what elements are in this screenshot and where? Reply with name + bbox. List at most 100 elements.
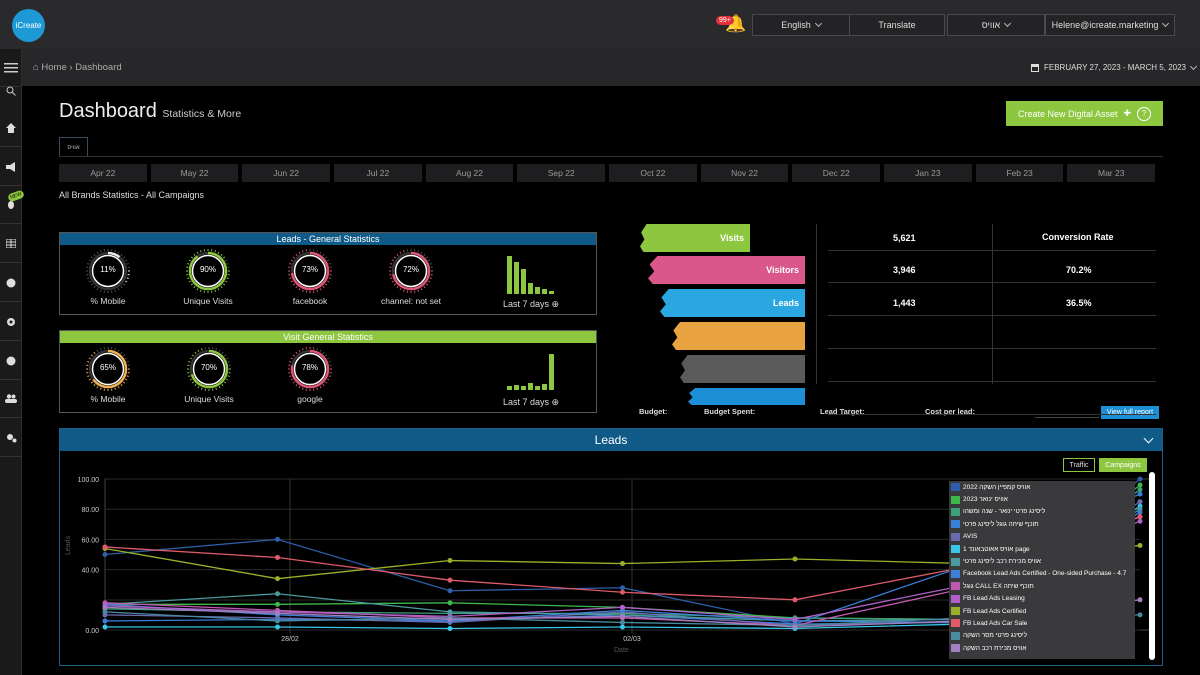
legend-swatch — [951, 569, 960, 578]
visit-last7-text: Last 7 days — [503, 397, 550, 407]
gears-icon[interactable] — [0, 419, 22, 457]
visit-last7-link[interactable]: Last 7 days ⊕ — [503, 397, 559, 408]
gauge: 78% — [288, 347, 332, 391]
gear-icon[interactable] — [0, 303, 22, 341]
budget-divider — [1035, 417, 1099, 418]
leads-last7-link[interactable]: Last 7 days ⊕ — [503, 299, 559, 310]
gauge-value: 70% — [200, 363, 217, 372]
legend-label: FB Lead Ads Certified — [963, 607, 1027, 615]
tab-brand[interactable]: אוויס — [59, 137, 88, 157]
gauge: 11% — [86, 249, 130, 293]
funnel-bar: Visits — [640, 224, 750, 252]
funnel-bar: Leads — [660, 289, 805, 317]
top-bar: iCreate 🔔 99+ English Translate אוויס He… — [0, 0, 1200, 49]
search-icon[interactable] — [0, 76, 22, 106]
chevron-down-icon[interactable] — [1143, 433, 1154, 444]
brand-label: אוויס — [981, 20, 1001, 30]
chart-legend: אוויס קמפיין השקה 2022 אוויס ינואר 2023 לי… — [949, 481, 1135, 659]
month-tab[interactable]: Jan 23 — [884, 164, 972, 182]
legend-label: AVIS — [963, 533, 978, 541]
brand-dropdown[interactable]: אוויס — [947, 14, 1045, 36]
legend-item[interactable]: ליסינג פרטי מסר השקה — [949, 630, 1135, 642]
mini-bar — [549, 354, 554, 390]
legend-item[interactable]: FB Lead Ads Certified — [949, 605, 1135, 617]
user-dropdown[interactable]: Helene@icreate.marketing — [1045, 14, 1175, 36]
legend-swatch — [951, 557, 960, 566]
legend-scrollbar[interactable] — [1149, 472, 1155, 660]
megaphone-icon[interactable] — [0, 148, 22, 186]
view-full-report-button[interactable]: View full report — [1101, 406, 1159, 419]
legend-item[interactable]: גוגל CALL EX תוכף שיחה — [949, 580, 1135, 592]
legend-item[interactable]: 1 אוויס אאוטבאונד page — [949, 543, 1135, 555]
translate-button[interactable]: Translate — [849, 14, 945, 36]
legend-item[interactable]: AVIS — [949, 531, 1135, 543]
month-tab[interactable]: Jul 22 — [334, 164, 422, 182]
gauge: 65% — [86, 347, 130, 391]
month-tab[interactable]: May 22 — [150, 164, 239, 182]
home-icon[interactable]: ⌂ — [33, 62, 39, 73]
globe-icon[interactable] — [0, 342, 22, 380]
user-email: Helene@icreate.marketing — [1051, 20, 1159, 30]
chevron-down-icon — [1162, 19, 1170, 28]
month-tab[interactable]: Apr 22 — [59, 164, 147, 182]
legend-item[interactable]: FB Lead Ads Car Sale — [949, 617, 1135, 629]
legend-label: אוויס מכירת רכב השקה — [963, 644, 1027, 652]
legend-label: ליסינג פרטי ינואר - שנה ומשהו — [963, 508, 1046, 516]
traffic-button[interactable]: Traffic — [1063, 458, 1095, 472]
date-range-picker[interactable]: FEBRUARY 27, 2023 - MARCH 5, 2023 — [1031, 62, 1198, 72]
mini-bar — [549, 290, 554, 294]
legend-item[interactable]: FB Lead Ads Leasing — [949, 593, 1135, 605]
legend-item[interactable]: ליסינג פרטי ינואר - שנה ומשהו — [949, 506, 1135, 518]
page-title: Dashboard Statistics & More — [59, 100, 241, 123]
gauge: 70% — [187, 347, 231, 391]
arrow-right-icon: ⊕ — [551, 299, 560, 309]
table-icon[interactable] — [0, 225, 22, 263]
help-icon[interactable]: ? — [1137, 106, 1152, 121]
campaigns-button[interactable]: Campaigns — [1099, 458, 1147, 472]
month-tab[interactable]: Feb 23 — [975, 164, 1064, 182]
create-asset-button[interactable]: Create New Digital Asset ✚ ? — [1006, 101, 1163, 126]
gauge-value: 65% — [99, 363, 116, 372]
funnel-row-divider — [828, 381, 1156, 382]
legend-swatch — [951, 594, 960, 603]
legend-item[interactable]: תוכף שיחה גוגל ליסינג פרטי — [949, 518, 1135, 530]
language-dropdown[interactable]: English — [752, 14, 850, 36]
legend-item[interactable]: אוויס מכירת רכב השקה — [949, 642, 1135, 654]
legend-item[interactable]: אוויס ינואר 2023 — [949, 493, 1135, 505]
gauge-value: 72% — [402, 265, 419, 274]
legend-label: Facebook Lead Ads Certified - One-sided … — [963, 570, 1127, 578]
month-tab[interactable]: Nov 22 — [700, 164, 789, 182]
legend-item[interactable]: אוויס קמפיין השקה 2022 — [949, 481, 1135, 493]
month-tab[interactable]: Aug 22 — [425, 164, 514, 182]
breadcrumb-current: Dashboard — [75, 62, 122, 73]
gauge-value: 78% — [301, 363, 318, 372]
mini-bar — [521, 386, 526, 390]
gauge-label: facebook — [292, 296, 328, 306]
month-tab[interactable]: Sep 22 — [517, 164, 606, 182]
gauge-label: % Mobile — [90, 296, 126, 306]
leads-chart-header[interactable]: Leads — [60, 429, 1162, 451]
month-tab[interactable]: Jun 22 — [242, 164, 331, 182]
month-tab[interactable]: Oct 22 — [609, 164, 697, 182]
chevron-down-icon — [1004, 19, 1012, 28]
legend-label: FB Lead Ads Car Sale — [963, 619, 1028, 627]
page-subtitle: Statistics & More — [162, 108, 242, 120]
gauge-label: channel: not set — [380, 296, 441, 306]
users-icon[interactable] — [0, 380, 22, 418]
bug-icon[interactable]: NEW — [0, 186, 25, 224]
gauge: 90% — [186, 249, 230, 293]
sidebar: NEW — [0, 49, 25, 675]
globe-icon[interactable] — [0, 264, 22, 302]
month-tab[interactable]: Dec 22 — [792, 164, 881, 182]
visit-stats-title: Visit General Statistics — [60, 331, 596, 343]
home-icon[interactable] — [0, 109, 22, 147]
legend-label: אוויס קמפיין השקה 2022 — [963, 483, 1031, 491]
logo[interactable]: iCreate — [12, 9, 45, 42]
legend-item[interactable]: Facebook Lead Ads Certified - One-sided … — [949, 568, 1135, 580]
breadcrumb-home[interactable]: Home — [41, 62, 67, 73]
legend-label: FB Lead Ads Leasing — [963, 595, 1025, 603]
month-tab[interactable]: Mar 23 — [1067, 164, 1156, 182]
legend-swatch — [951, 532, 960, 541]
legend-item[interactable]: אוויס מכירת רכב ליסינג פרטי — [949, 555, 1135, 567]
menu-icon[interactable] — [0, 49, 22, 87]
